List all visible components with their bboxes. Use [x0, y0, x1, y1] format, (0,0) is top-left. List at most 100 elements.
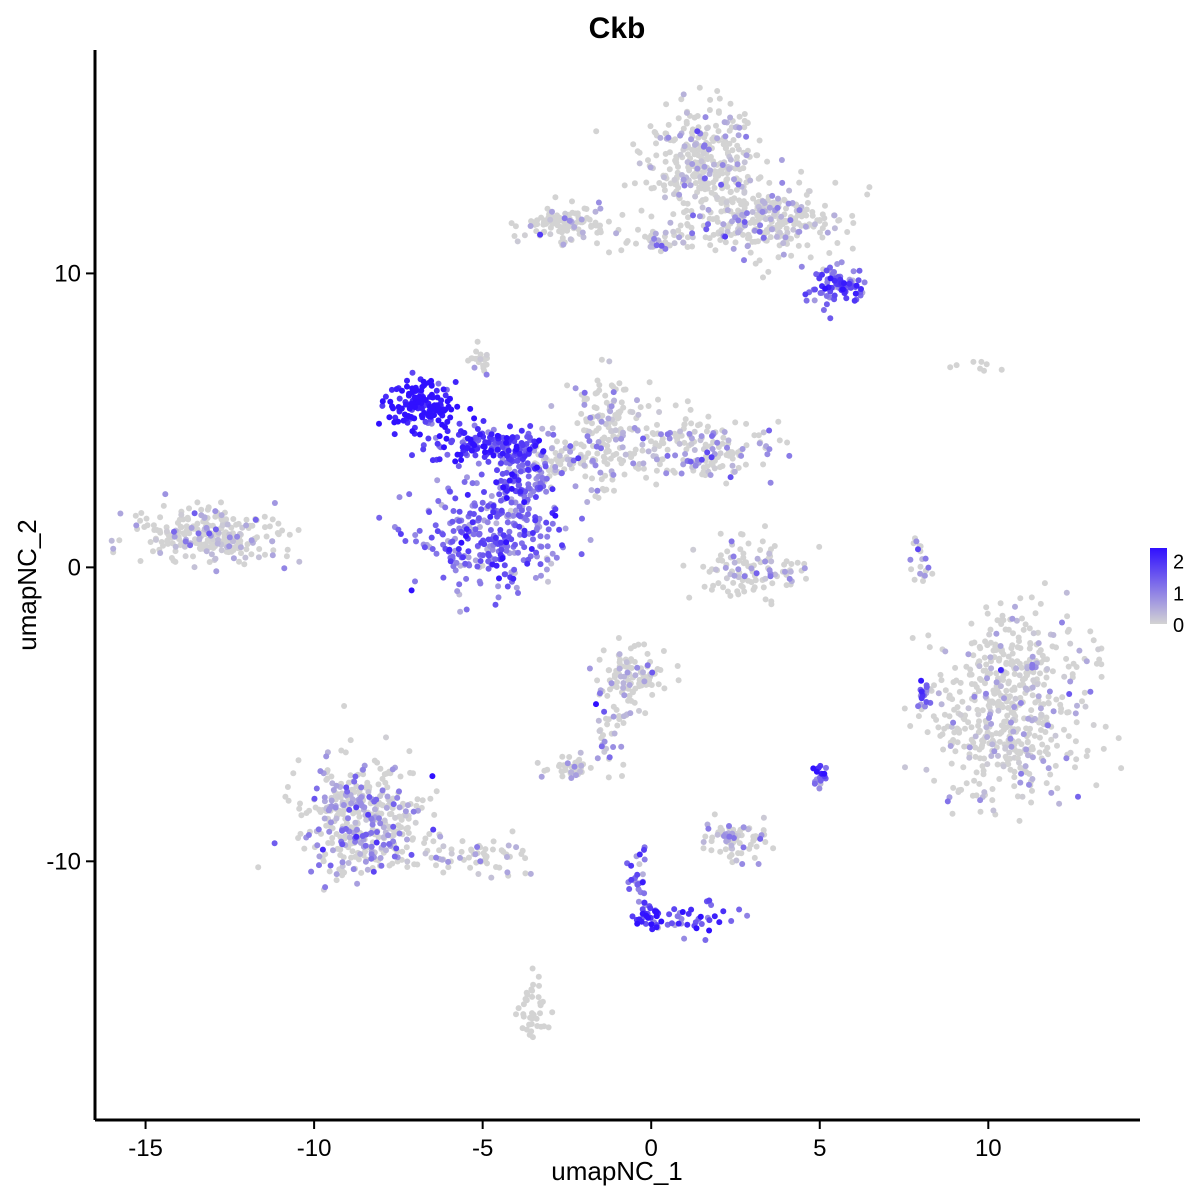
cell-point [648, 921, 655, 928]
cell-point [1063, 655, 1070, 662]
cell-point [672, 402, 679, 409]
cell-point [641, 641, 648, 648]
cell-point [744, 243, 751, 250]
cell-point [1044, 666, 1051, 672]
cell-point [583, 206, 590, 212]
cell-point [270, 547, 277, 554]
cell-point [703, 454, 710, 461]
cell-point [720, 584, 727, 591]
cell-point [843, 295, 850, 302]
cell-point [500, 532, 507, 539]
cell-point [1015, 634, 1022, 641]
cell-point [1066, 691, 1073, 697]
cell-point [364, 779, 371, 786]
cell-point [913, 538, 920, 545]
cell-point [510, 575, 517, 582]
cell-point [406, 491, 413, 498]
cell-point [334, 793, 341, 800]
cell-point [554, 222, 561, 229]
cell-point [776, 222, 783, 229]
cell-point [621, 673, 628, 680]
cell-point [630, 460, 637, 467]
cell-point [274, 530, 281, 536]
cell-point [726, 833, 733, 840]
cell-point [395, 404, 402, 410]
cell-point [632, 685, 639, 692]
cell-point [861, 279, 868, 286]
cell-point [762, 558, 769, 565]
cell-point [798, 168, 805, 175]
cell-point [477, 351, 484, 358]
cell-point [483, 371, 490, 378]
cell-point [622, 451, 629, 458]
cell-point [1003, 687, 1010, 694]
cell-point [550, 431, 557, 438]
cell-point [656, 409, 663, 415]
cell-point [979, 707, 986, 714]
cell-point [1063, 589, 1070, 596]
cell-point [600, 453, 607, 460]
cell-point [346, 834, 353, 841]
cell-point [524, 460, 531, 467]
cell-point [1024, 686, 1030, 693]
cell-point [696, 421, 703, 428]
cell-point [445, 858, 452, 865]
cell-point [498, 477, 504, 484]
cell-point [966, 754, 973, 761]
cell-point [827, 315, 834, 322]
cell-point [616, 665, 623, 672]
cell-point [1008, 658, 1015, 665]
cell-point [643, 474, 650, 481]
cell-point [759, 538, 766, 545]
cell-point [1034, 681, 1041, 688]
cell-point [680, 91, 687, 98]
cell-point [474, 563, 481, 570]
cell-point [666, 166, 673, 173]
legend-tick-label: 2 [1173, 552, 1184, 574]
cell-point [545, 430, 552, 437]
cell-point [381, 817, 388, 824]
cell-point [512, 541, 518, 548]
cell-point [512, 507, 519, 514]
cell-point [1012, 695, 1019, 702]
cell-point [1017, 694, 1024, 701]
cell-point [839, 286, 846, 293]
cell-point [775, 195, 781, 202]
cell-point [386, 841, 393, 847]
cell-point [548, 403, 555, 409]
cell-point [485, 503, 492, 509]
cell-point [652, 440, 659, 447]
cell-point [1005, 704, 1012, 711]
cell-point [456, 518, 463, 524]
cell-point [428, 854, 435, 861]
cell-point [492, 601, 499, 608]
cell-point [439, 856, 446, 863]
cell-point [976, 780, 983, 787]
cell-point [581, 462, 588, 469]
cell-point [969, 792, 976, 799]
cell-point [748, 565, 755, 572]
cell-point [544, 556, 551, 563]
cell-point [727, 474, 734, 481]
cell-point [779, 179, 786, 186]
cell-point [968, 724, 975, 731]
cell-point [481, 489, 487, 495]
cell-point [350, 866, 357, 873]
cell-point [783, 205, 789, 212]
cell-point [513, 844, 520, 851]
cell-point [296, 558, 303, 565]
cell-point [643, 179, 650, 186]
cell-point [1030, 630, 1037, 637]
cell-point [556, 452, 563, 459]
cell-point [1037, 600, 1044, 607]
cell-point [1073, 719, 1080, 726]
cell-point [701, 583, 708, 590]
cell-point [698, 921, 705, 927]
cell-point [368, 843, 375, 850]
cell-point [457, 854, 463, 861]
cell-point [834, 240, 841, 246]
cell-point [416, 431, 423, 438]
cell-point [618, 743, 625, 750]
cell-point [776, 229, 783, 236]
cell-point [450, 563, 457, 570]
